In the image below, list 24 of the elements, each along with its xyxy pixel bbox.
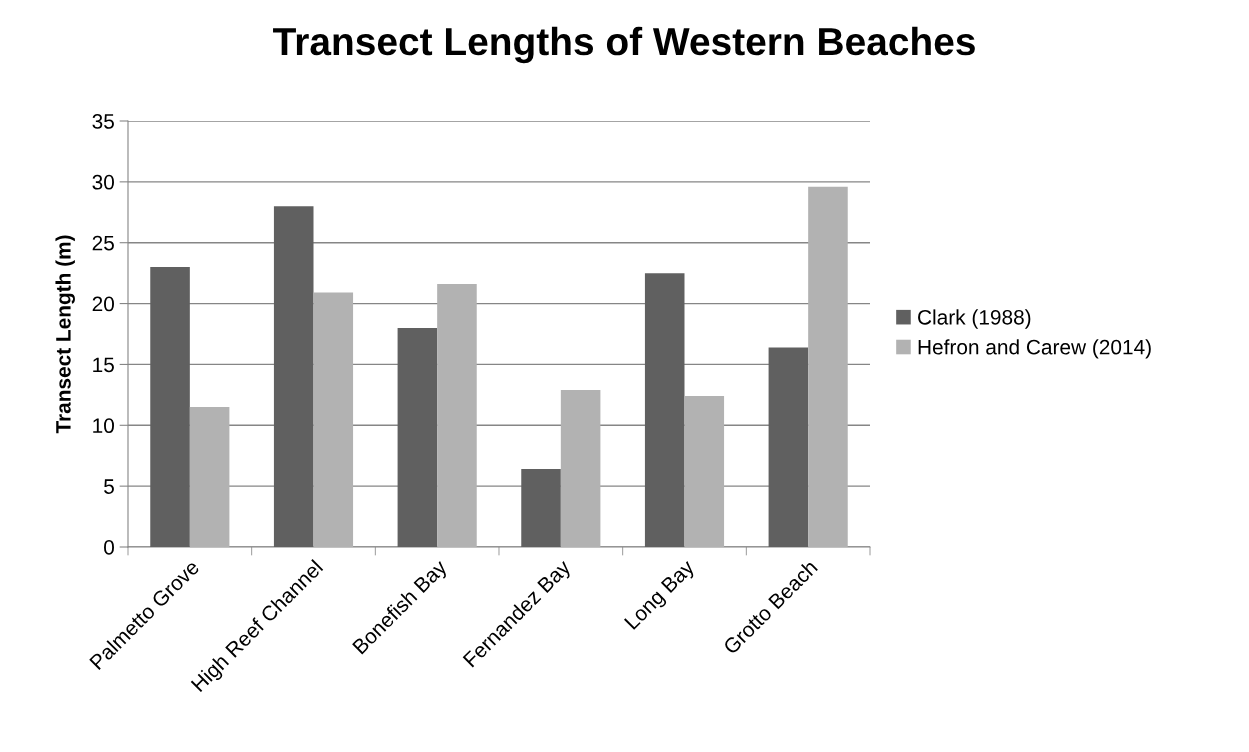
bar <box>313 292 354 547</box>
bar <box>189 407 230 547</box>
y-tick-label: 30 <box>92 174 114 190</box>
y-tick-label: 10 <box>93 418 114 434</box>
chart-title: Transect Lengths of Western Beaches <box>273 26 975 64</box>
bar <box>437 284 477 547</box>
bar <box>521 469 561 547</box>
legend-label: Clark (1988) <box>918 309 1031 329</box>
bar <box>644 273 685 547</box>
legend-label: Hefron and Carew (2014) <box>918 339 1151 359</box>
bar <box>150 267 190 547</box>
bar <box>684 396 725 547</box>
y-tick-label: 20 <box>92 296 114 312</box>
y-tick-label: 35 <box>92 114 114 129</box>
bar <box>273 206 314 547</box>
y-tick-label: 5 <box>104 479 114 494</box>
bar <box>560 389 601 547</box>
bar <box>397 327 438 547</box>
y-tick-label: 0 <box>104 540 114 555</box>
y-axis-title: Transect Length (m) <box>55 235 75 434</box>
bar <box>808 186 848 547</box>
y-tick-label: 25 <box>92 235 114 251</box>
y-tick-label: 15 <box>93 357 114 373</box>
bar <box>768 347 809 547</box>
